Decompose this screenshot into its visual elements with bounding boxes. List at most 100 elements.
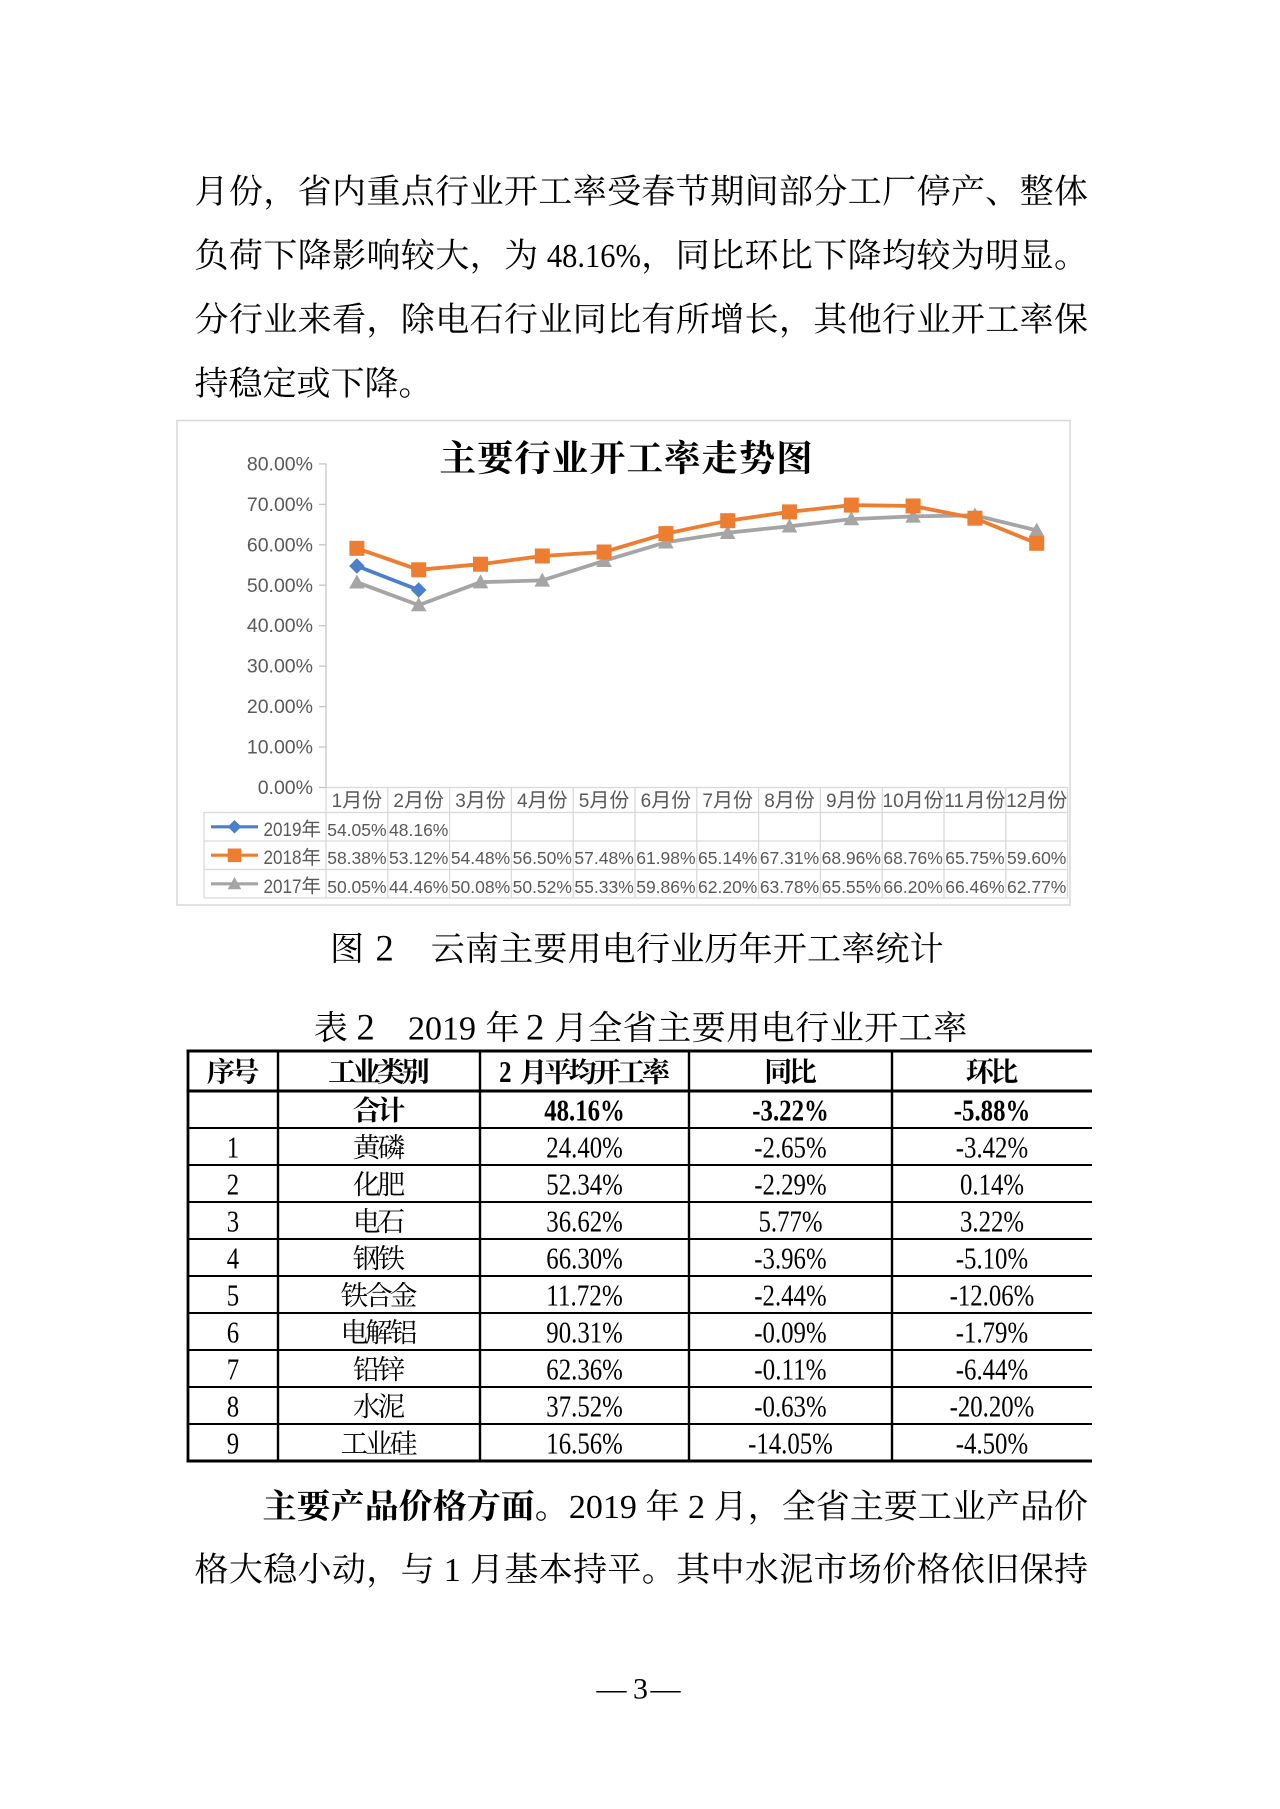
svg-text:65.14%: 65.14% (698, 848, 757, 868)
svg-text:2019: 2019 (569, 1489, 637, 1526)
svg-text:-2.65%: -2.65% (754, 1129, 826, 1164)
svg-text:-3.42%: -3.42% (956, 1129, 1028, 1164)
svg-text:10: 10 (883, 791, 904, 812)
svg-text:70.00%: 70.00% (247, 494, 313, 516)
svg-text:2: 2 (227, 1166, 239, 1201)
svg-text:-3.96%: -3.96% (754, 1240, 826, 1275)
svg-text:65.75%: 65.75% (945, 848, 1004, 868)
svg-text:3: 3 (455, 791, 466, 812)
svg-text:50.08%: 50.08% (451, 877, 510, 897)
svg-text:59.60%: 59.60% (1007, 848, 1066, 868)
svg-text:-6.44%: -6.44% (956, 1351, 1028, 1386)
svg-text:56.50%: 56.50% (513, 848, 572, 868)
svg-text:48.16%: 48.16% (547, 238, 641, 275)
svg-text:24.40%: 24.40% (546, 1129, 623, 1164)
svg-text:53.12%: 53.12% (389, 848, 448, 868)
svg-text:48.16%: 48.16% (544, 1092, 625, 1127)
svg-text:6: 6 (227, 1314, 239, 1349)
svg-text:62.77%: 62.77% (1007, 877, 1066, 897)
svg-text:16.56%: 16.56% (546, 1425, 623, 1460)
svg-text:-5.10%: -5.10% (956, 1240, 1028, 1275)
svg-text:62.36%: 62.36% (546, 1351, 623, 1386)
svg-text:2: 2 (393, 791, 404, 812)
svg-text:2018: 2018 (264, 848, 302, 869)
svg-text:5: 5 (227, 1277, 239, 1312)
svg-text:2019: 2019 (264, 820, 302, 841)
svg-text:68.76%: 68.76% (883, 848, 942, 868)
svg-text:66.20%: 66.20% (883, 877, 942, 897)
svg-text:-20.20%: -20.20% (950, 1388, 1035, 1423)
svg-text:3: 3 (633, 1672, 648, 1705)
svg-text:66.30%: 66.30% (546, 1240, 623, 1275)
svg-text:50.52%: 50.52% (513, 877, 572, 897)
svg-text:1: 1 (227, 1129, 239, 1164)
svg-text:-1.79%: -1.79% (956, 1314, 1028, 1349)
svg-text:1: 1 (332, 791, 343, 812)
svg-text:48.16%: 48.16% (389, 820, 448, 840)
svg-text:7: 7 (227, 1351, 239, 1386)
svg-text:—: — (596, 1672, 628, 1705)
svg-text:52.34%: 52.34% (546, 1166, 623, 1201)
svg-text:59.86%: 59.86% (636, 877, 695, 897)
svg-text:0.00%: 0.00% (258, 777, 313, 799)
svg-text:-14.05%: -14.05% (748, 1425, 833, 1460)
svg-text:12: 12 (1006, 791, 1027, 812)
svg-text:4: 4 (517, 791, 528, 812)
svg-text:58.38%: 58.38% (327, 848, 386, 868)
svg-text:-0.63%: -0.63% (754, 1388, 826, 1423)
svg-text:50.05%: 50.05% (327, 877, 386, 897)
svg-text:0.14%: 0.14% (960, 1166, 1024, 1201)
svg-text:20.00%: 20.00% (247, 696, 313, 718)
svg-text:5.77%: 5.77% (759, 1203, 823, 1238)
svg-text:54.48%: 54.48% (451, 848, 510, 868)
svg-text:57.48%: 57.48% (574, 848, 633, 868)
svg-text:2: 2 (499, 1054, 511, 1089)
svg-text:37.52%: 37.52% (546, 1388, 623, 1423)
svg-text:-0.09%: -0.09% (754, 1314, 826, 1349)
svg-text:50.00%: 50.00% (247, 575, 313, 597)
svg-text:-2.44%: -2.44% (754, 1277, 826, 1312)
svg-text:68.96%: 68.96% (822, 848, 881, 868)
svg-text:1: 1 (444, 1552, 461, 1589)
svg-text:55.33%: 55.33% (574, 877, 633, 897)
svg-text:2: 2 (357, 1007, 375, 1048)
svg-text:-5.88%: -5.88% (954, 1092, 1031, 1127)
svg-text:3.22%: 3.22% (960, 1203, 1024, 1238)
svg-text:2017: 2017 (264, 877, 302, 898)
svg-text:6: 6 (641, 791, 652, 812)
svg-text:54.05%: 54.05% (327, 820, 386, 840)
svg-text:60.00%: 60.00% (247, 534, 313, 556)
svg-text:44.46%: 44.46% (389, 877, 448, 897)
svg-text:2019: 2019 (408, 1011, 476, 1048)
svg-text:11: 11 (944, 791, 964, 812)
svg-text:-4.50%: -4.50% (956, 1425, 1028, 1460)
svg-text:61.98%: 61.98% (636, 848, 695, 868)
svg-text:36.62%: 36.62% (546, 1203, 623, 1238)
svg-text:63.78%: 63.78% (760, 877, 819, 897)
svg-text:2: 2 (376, 928, 394, 969)
svg-text:65.55%: 65.55% (822, 877, 881, 897)
svg-text:2: 2 (526, 1007, 544, 1048)
svg-text:40.00%: 40.00% (247, 615, 313, 637)
svg-text:67.31%: 67.31% (760, 848, 819, 868)
svg-text:2: 2 (688, 1489, 705, 1526)
svg-text:5: 5 (579, 791, 590, 812)
svg-text:8: 8 (227, 1388, 239, 1423)
svg-text:—: — (650, 1672, 682, 1705)
svg-text:4: 4 (227, 1240, 240, 1275)
svg-text:8: 8 (764, 791, 775, 812)
svg-text:-12.06%: -12.06% (950, 1277, 1035, 1312)
svg-text:90.31%: 90.31% (546, 1314, 623, 1349)
svg-text:3: 3 (227, 1203, 239, 1238)
svg-text:-3.22%: -3.22% (752, 1092, 829, 1127)
svg-text:7: 7 (702, 791, 713, 812)
svg-text:10.00%: 10.00% (247, 737, 313, 759)
svg-text:9: 9 (227, 1425, 239, 1460)
svg-text:66.46%: 66.46% (945, 877, 1004, 897)
svg-text:62.20%: 62.20% (698, 877, 757, 897)
svg-text:9: 9 (826, 791, 837, 812)
svg-text:30.00%: 30.00% (247, 656, 313, 678)
svg-text:11.72%: 11.72% (546, 1277, 623, 1312)
svg-text:-2.29%: -2.29% (754, 1166, 826, 1201)
svg-text:-0.11%: -0.11% (754, 1351, 826, 1386)
